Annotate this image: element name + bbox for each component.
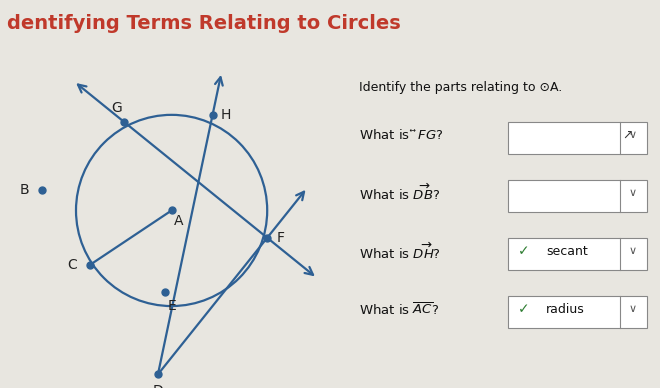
Text: What is $\overrightarrow{DH}$?: What is $\overrightarrow{DH}$? bbox=[359, 241, 441, 262]
Text: E: E bbox=[167, 299, 176, 313]
Text: What is $\overleftrightarrow{FG}$?: What is $\overleftrightarrow{FG}$? bbox=[359, 128, 444, 142]
Text: ✓: ✓ bbox=[517, 244, 529, 258]
Bar bbox=[508, 122, 647, 154]
Bar bbox=[508, 296, 647, 328]
Text: What is $\overrightarrow{DB}$?: What is $\overrightarrow{DB}$? bbox=[359, 183, 440, 203]
Text: Identify the parts relating to ⊙A.: Identify the parts relating to ⊙A. bbox=[359, 81, 562, 94]
Text: B: B bbox=[20, 183, 30, 197]
Text: ∨: ∨ bbox=[629, 189, 637, 198]
Text: A: A bbox=[174, 214, 183, 228]
Text: G: G bbox=[112, 101, 122, 115]
Text: dentifying Terms Relating to Circles: dentifying Terms Relating to Circles bbox=[7, 14, 401, 33]
Text: D: D bbox=[152, 385, 163, 388]
Text: radius: radius bbox=[546, 303, 585, 316]
Text: ∨: ∨ bbox=[629, 305, 637, 314]
Bar bbox=[508, 180, 647, 212]
Text: F: F bbox=[277, 231, 285, 245]
Bar bbox=[508, 238, 647, 270]
Text: H: H bbox=[221, 108, 232, 122]
Text: secant: secant bbox=[546, 245, 587, 258]
Text: C: C bbox=[68, 258, 77, 272]
Text: ∨: ∨ bbox=[629, 246, 637, 256]
Text: ✓: ✓ bbox=[517, 303, 529, 317]
Text: ∨: ∨ bbox=[629, 130, 637, 140]
Text: ↗: ↗ bbox=[622, 129, 632, 142]
Text: What is $\overline{AC}$?: What is $\overline{AC}$? bbox=[359, 301, 439, 318]
